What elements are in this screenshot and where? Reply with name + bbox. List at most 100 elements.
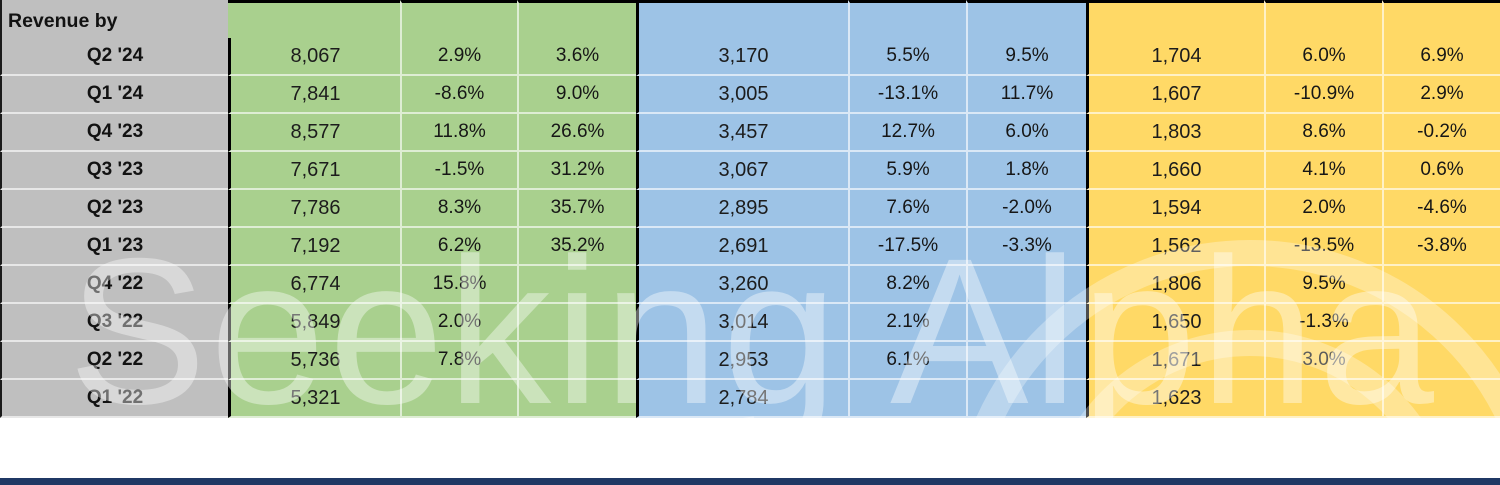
qq-change-cell: 5.9% [848, 152, 966, 190]
revenue-cell: 3,005 [636, 76, 848, 114]
yy-change-cell: 26.6% [517, 114, 636, 152]
yy-change-cell: 0.6% [1382, 152, 1500, 190]
yy-change-cell [517, 266, 636, 304]
yy-change-cell: -2.0% [966, 190, 1086, 228]
revenue-cell: 2,784 [636, 380, 848, 418]
yy-change-cell [1382, 342, 1500, 380]
revenue-cell: 1,806 [1086, 266, 1264, 304]
yy-change-cell: 9.0% [517, 76, 636, 114]
qq-change-cell: 9.5% [1264, 266, 1382, 304]
qq-change-cell: 8.6% [1264, 114, 1382, 152]
yy-change-cell: 6.0% [966, 114, 1086, 152]
yy-change-cell: 31.2% [517, 152, 636, 190]
yy-change-cell: 1.8% [966, 152, 1086, 190]
row-label: Q1 '24 [0, 76, 228, 114]
yy-change-cell [1382, 380, 1500, 418]
revenue-cell: 8,067 [228, 38, 400, 76]
qq-change-cell: 6.0% [1264, 38, 1382, 76]
qq-change-cell: 8.3% [400, 190, 517, 228]
row-label: Q2 '24 [0, 38, 228, 76]
yy-change-cell: 3.6% [517, 38, 636, 76]
revenue-cell: 1,660 [1086, 152, 1264, 190]
revenue-cell: 1,594 [1086, 190, 1264, 228]
qq-change-cell: 7.8% [400, 342, 517, 380]
revenue-cell: 1,704 [1086, 38, 1264, 76]
row-label: Q3 '22 [0, 304, 228, 342]
revenue-cell: 5,321 [228, 380, 400, 418]
qq-change-cell: 6.1% [848, 342, 966, 380]
revenue-cell: 6,774 [228, 266, 400, 304]
qq-change-cell: 11.8% [400, 114, 517, 152]
qq-change-cell: 8.2% [848, 266, 966, 304]
revenue-cell: 1,623 [1086, 380, 1264, 418]
yy-change-cell [517, 304, 636, 342]
revenue-cell: 1,650 [1086, 304, 1264, 342]
revenue-cell: 2,953 [636, 342, 848, 380]
revenue-cell: 5,849 [228, 304, 400, 342]
qq-change-cell: -13.5% [1264, 228, 1382, 266]
qq-change-cell: 12.7% [848, 114, 966, 152]
row-label: Q1 '23 [0, 228, 228, 266]
yy-change-cell: 2.9% [1382, 76, 1500, 114]
revenue-cell: 3,067 [636, 152, 848, 190]
revenue-cell: 1,562 [1086, 228, 1264, 266]
qq-change-cell: -10.9% [1264, 76, 1382, 114]
qq-change-cell: 2.0% [1264, 190, 1382, 228]
yy-change-cell: 11.7% [966, 76, 1086, 114]
yy-change-cell [517, 342, 636, 380]
yy-change-cell [966, 342, 1086, 380]
qq-change-cell: 2.1% [848, 304, 966, 342]
yy-change-cell: -0.2% [1382, 114, 1500, 152]
revenue-cell: 3,014 [636, 304, 848, 342]
revenue-cell: 5,736 [228, 342, 400, 380]
yy-change-cell: -3.8% [1382, 228, 1500, 266]
revenue-cell: 3,260 [636, 266, 848, 304]
qq-change-cell: -1.5% [400, 152, 517, 190]
revenue-cell: 2,895 [636, 190, 848, 228]
row-label: Q2 '22 [0, 342, 228, 380]
qq-change-cell: 5.5% [848, 38, 966, 76]
yy-change-cell: 6.9% [1382, 38, 1500, 76]
revenue-cell: 3,457 [636, 114, 848, 152]
qq-change-cell: -1.3% [1264, 304, 1382, 342]
revenue-cell: 1,803 [1086, 114, 1264, 152]
yy-change-cell [1382, 304, 1500, 342]
revenue-cell: 7,671 [228, 152, 400, 190]
revenue-cell: 7,192 [228, 228, 400, 266]
yy-change-cell [966, 304, 1086, 342]
yy-change-cell [517, 380, 636, 418]
qq-change-cell: 4.1% [1264, 152, 1382, 190]
row-label: Q4 '22 [0, 266, 228, 304]
revenue-cell: 7,786 [228, 190, 400, 228]
row-label: Q3 '23 [0, 152, 228, 190]
qq-change-cell [400, 380, 517, 418]
qq-change-cell: -13.1% [848, 76, 966, 114]
qq-change-cell: 2.0% [400, 304, 517, 342]
yy-change-cell: -3.3% [966, 228, 1086, 266]
qq-change-cell [848, 380, 966, 418]
qq-change-cell: 7.6% [848, 190, 966, 228]
qq-change-cell: 2.9% [400, 38, 517, 76]
revenue-cell: 3,170 [636, 38, 848, 76]
qq-change-cell: 3.0% [1264, 342, 1382, 380]
yy-change-cell [966, 380, 1086, 418]
yy-change-cell: 35.7% [517, 190, 636, 228]
yy-change-cell [966, 266, 1086, 304]
row-label: Q2 '23 [0, 190, 228, 228]
revenue-cell: 2,691 [636, 228, 848, 266]
yy-change-cell [1382, 266, 1500, 304]
qq-change-cell: 6.2% [400, 228, 517, 266]
qq-change-cell [1264, 380, 1382, 418]
spreadsheet-grid: Revenue by geography (in millions of $) … [0, 0, 1500, 418]
revenue-cell: 8,577 [228, 114, 400, 152]
yy-change-cell: 9.5% [966, 38, 1086, 76]
revenue-cell: 1,607 [1086, 76, 1264, 114]
row-label: Q4 '23 [0, 114, 228, 152]
revenue-cell: 1,671 [1086, 342, 1264, 380]
qq-change-cell: -8.6% [400, 76, 517, 114]
qq-change-cell: -17.5% [848, 228, 966, 266]
bottom-navy-strip [0, 478, 1500, 485]
revenue-cell: 7,841 [228, 76, 400, 114]
yy-change-cell: -4.6% [1382, 190, 1500, 228]
